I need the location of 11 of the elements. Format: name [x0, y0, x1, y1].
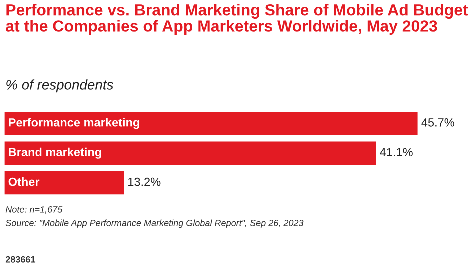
y-tick-label: Brand marketing: [9, 148, 102, 159]
text: 283661: [6, 256, 36, 263]
y-tick-label: Performance marketing: [9, 118, 140, 130]
data-label: 13.2%: [128, 178, 161, 186]
chart-title: Performance vs. Brand Marketing Share of Mobile Ad Budget at the Companies of App Marketers Worldwide, May 2023: [6, 4, 468, 36]
text: Note: n=1,675: [6, 206, 63, 214]
y-tick-label: Other: [8, 178, 40, 186]
chart-subtitle: % of respondents: [6, 80, 114, 93]
source-note: Source: "Mobile App Performance Marketing Global Report", Sep 26, 2023: [6, 220, 304, 228]
data-label: 41.1%: [380, 148, 413, 156]
data-label: 45.7%: [422, 118, 454, 127]
